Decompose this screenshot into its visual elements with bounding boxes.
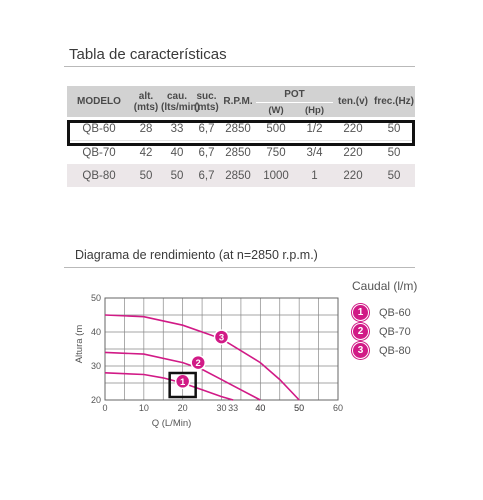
table-title: Tabla de características [69, 46, 227, 63]
series-line-qb-70 [104, 351, 261, 401]
x-tick-label: 50 [294, 403, 304, 413]
cell-alt: 42 [131, 140, 161, 164]
x-tick-label: 30 [216, 403, 226, 413]
col-header-suc: suc.(mts) [193, 86, 220, 117]
col-header-ten: ten.(v) [333, 86, 373, 117]
cell-frec: 50 [373, 164, 415, 187]
cell-cau: 40 [161, 140, 193, 164]
col-header-cau-label: cau. [166, 90, 187, 102]
col-header-suc-label: suc. [196, 90, 217, 102]
col-header-modelo: MODELO [67, 86, 131, 117]
series-badge-label: 1 [180, 377, 186, 388]
col-header-pot-hp: (Hp) [296, 102, 333, 117]
diagram-title-rule [64, 267, 415, 268]
cell-modelo: QB-70 [67, 140, 131, 164]
highlighted-point-frame [168, 371, 197, 399]
highlighted-row-frame [67, 120, 415, 146]
col-header-frec-unit: (Hz) [395, 96, 414, 107]
cell-suc: 6,7 [193, 164, 220, 187]
y-tick-label: 30 [91, 361, 101, 371]
col-header-pot-w: (W) [256, 102, 296, 117]
x-tick-label: 0 [102, 403, 107, 413]
col-header-cau: cau.(lts/min) [161, 86, 200, 117]
col-header-suc-unit: (mts) [194, 101, 219, 113]
col-header-alt: alt.(mts) [131, 86, 161, 117]
table-row: QB-70 42 40 6,7 2850 750 3/4 220 50 [67, 140, 415, 164]
x-extra-tick-label: 33 [228, 403, 238, 413]
diagram-title: Diagrama de rendimiento (at n=2850 r.p.m… [75, 248, 318, 262]
legend-label: QB-70 [379, 325, 411, 338]
legend-badge-icon: 3 [352, 342, 369, 359]
col-header-alt-label: alt. [138, 90, 154, 102]
series-badge-qb-80 [213, 329, 230, 345]
col-header-cau-unit: (lts/min) [161, 101, 200, 113]
cell-modelo: QB-80 [67, 164, 131, 187]
legend-label: QB-60 [379, 306, 411, 319]
y-tick-label: 40 [91, 327, 101, 337]
col-header-ten-unit: (v) [355, 96, 368, 107]
legend-label: QB-80 [379, 344, 411, 357]
x-extra-tick-label: 50 [294, 403, 304, 413]
y-axis-label: Altura (m [74, 325, 85, 364]
col-header-alt-unit: (mts) [133, 101, 159, 113]
cell-hp: 3/4 [296, 140, 333, 164]
cell-ten: 220 [333, 164, 373, 187]
legend-title: Caudal (l/m) [352, 279, 418, 293]
cell-rpm: 2850 [220, 140, 256, 164]
legend-badge-icon: 2 [352, 323, 369, 340]
series-badge-label: 3 [219, 333, 224, 344]
table-row: QB-80 50 50 6,7 2850 1000 1 220 50 [67, 164, 415, 187]
col-header-frec: frec.(Hz) [373, 86, 415, 117]
table-header-row: MODELO alt.(mts) cau.(lts/min) suc.(mts)… [67, 86, 415, 117]
chart-legend: Caudal (l/m) 1 QB-60 2 QB-70 3 QB-80 [352, 279, 417, 360]
cell-alt: 50 [131, 164, 161, 187]
x-axis-label: Q (L/Min) [152, 418, 192, 429]
cell-ten: 220 [333, 140, 373, 164]
cell-frec: 50 [373, 140, 415, 164]
col-header-pot: POT [256, 86, 333, 103]
cell-rpm: 2850 [220, 164, 256, 187]
col-header-frec-label: frec. [373, 96, 396, 107]
col-header-ten-label: ten. [337, 96, 356, 107]
plot-frame [104, 297, 339, 401]
series-badge-qb-60 [174, 373, 191, 390]
cell-hp: 1 [296, 164, 333, 187]
cell-w: 750 [256, 140, 296, 164]
table-title-rule [64, 66, 415, 67]
x-extra-tick-label: 40 [255, 403, 265, 413]
legend-item-qb70: 2 QB-70 [352, 322, 417, 341]
series-badge-qb-70 [190, 354, 206, 371]
y-tick-label: 50 [91, 293, 101, 303]
cell-w: 1000 [256, 164, 296, 187]
legend-item-qb60: 1 QB-60 [352, 303, 417, 322]
legend-badge-icon: 1 [352, 304, 369, 321]
y-tick-label: 20 [91, 395, 101, 405]
x-tick-label: 20 [178, 403, 188, 413]
series-badge-label: 2 [196, 358, 201, 369]
x-tick-label: 40 [255, 403, 265, 413]
legend-item-qb80: 3 QB-80 [352, 341, 417, 360]
cell-cau: 50 [161, 164, 193, 187]
cell-suc: 6,7 [193, 140, 220, 164]
table-subheader-row: (W) (Hp) [67, 102, 415, 117]
col-header-rpm: R.P.M. [220, 86, 256, 117]
x-tick-label: 60 [333, 403, 343, 413]
x-tick-label: 10 [139, 403, 149, 413]
